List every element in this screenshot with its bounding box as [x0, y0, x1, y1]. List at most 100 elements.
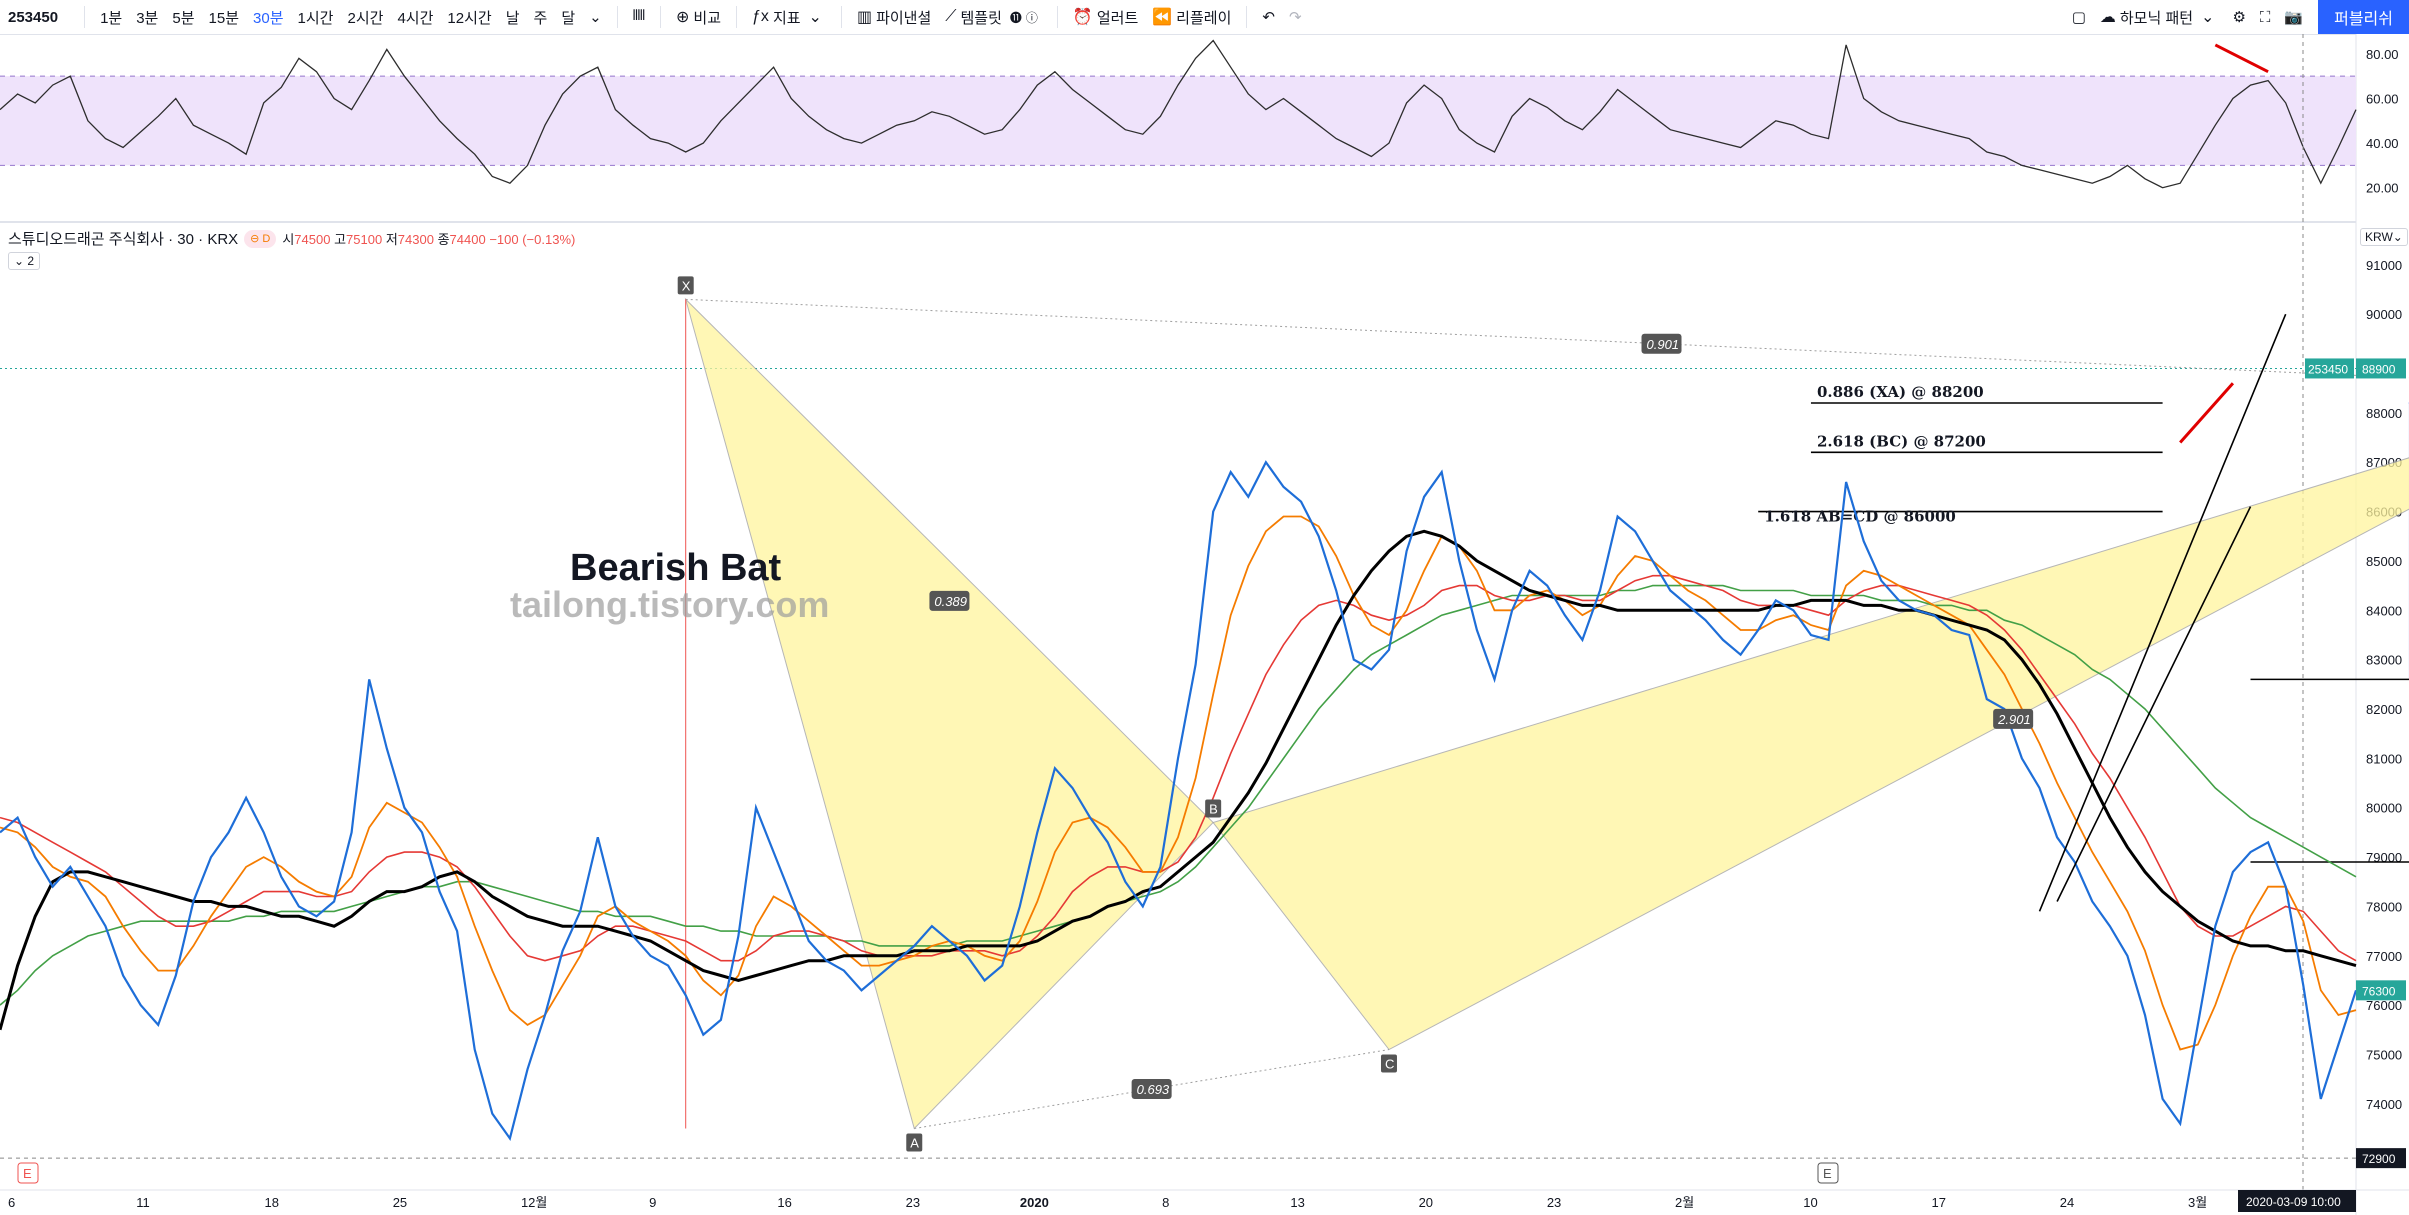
price-tick-label: 85000 — [2366, 554, 2402, 569]
indicators-button[interactable]: ƒx 지표 ⌄ — [745, 0, 833, 34]
pattern-point-badge — [1380, 1054, 1397, 1073]
high-label: 고 — [334, 232, 347, 247]
pattern-ratio-label: 0.901 — [1647, 337, 1680, 352]
change-value: −100 (−0.13%) — [489, 232, 576, 247]
publish-button[interactable]: 퍼블리쉬 — [2318, 0, 2409, 34]
tf-week[interactable]: 주 — [533, 9, 548, 27]
alert-label: 얼러트 — [1096, 9, 1139, 27]
data-badge[interactable]: ⊖ D — [244, 229, 277, 248]
template-badge-icon: ⓫ — [1009, 10, 1022, 25]
price-tick-label: 79000 — [2366, 850, 2402, 865]
symbol-search[interactable]: 253450 — [8, 8, 59, 26]
pine-button[interactable]: ▥ 파이낸셜 — [850, 0, 938, 34]
toolbar-divider — [660, 6, 662, 28]
last-price-tag: 88900 — [2362, 362, 2396, 376]
time-tick-label: 2020 — [1020, 1195, 1049, 1210]
currency-label: KRW — [2365, 230, 2393, 244]
currency-select[interactable]: KRW⌄ — [2360, 228, 2408, 246]
alert-button[interactable]: ⏰ 얼러트 — [1066, 0, 1145, 34]
price-tick-label: 74000 — [2366, 1097, 2402, 1112]
pattern-ratio-label: 0.693 — [1137, 1082, 1170, 1097]
camera-icon[interactable]: 📷 — [2284, 9, 2304, 26]
ohlc-values: 시74500 고75100 저74300 종74400 −100 (−0.13%… — [282, 229, 575, 248]
pattern-ratio-badge — [929, 590, 970, 611]
tf-30m[interactable]: 30분 — [253, 9, 284, 27]
tf-1h[interactable]: 1시간 — [297, 9, 334, 27]
harmonic-button[interactable]: ☁ 하모닉 패턴 ⌄ — [2093, 0, 2226, 34]
compare-button[interactable]: ⊕ 비교 — [669, 0, 728, 34]
pattern-point-badge — [906, 1133, 923, 1152]
toolbar-divider — [1056, 6, 1058, 28]
time-tick-label: 24 — [2060, 1195, 2074, 1210]
time-tick-label: 25 — [393, 1195, 407, 1210]
tf-12h[interactable]: 12시간 — [447, 9, 492, 27]
price-tick-label: 75000 — [2366, 1047, 2402, 1062]
pattern-point-label: B — [1209, 802, 1218, 817]
time-tick-label: 13 — [1290, 1195, 1304, 1210]
cursor-price-tag: 72900 — [2362, 1152, 2396, 1166]
tf-5m[interactable]: 5분 — [172, 9, 195, 27]
price-tick-label: 84000 — [2366, 603, 2402, 618]
time-tick-label: 23 — [1547, 1195, 1561, 1210]
square-icon[interactable]: ▢ — [2071, 9, 2086, 26]
price-tick-label: 88000 — [2366, 406, 2402, 421]
gear-icon[interactable]: ⚙ — [2232, 9, 2246, 26]
price-tick-label: 80000 — [2366, 801, 2402, 816]
replay-button[interactable]: ⏪ 리플레이 — [1145, 0, 1238, 34]
fullscreen-icon[interactable]: ⛶ — [2259, 8, 2271, 26]
trend-wedge-line — [2056, 506, 2252, 902]
price-axis-panel — [2356, 34, 2409, 1215]
rsi-tick-label: 40.00 — [2366, 136, 2399, 151]
chevron-down-icon: ⌄ — [808, 9, 822, 26]
tf-day[interactable]: 날 — [505, 9, 520, 27]
price-tick-label: 76000 — [2366, 998, 2402, 1013]
tf-month[interactable]: 달 — [561, 9, 576, 27]
tf-dropdown-icon[interactable]: ⌄ — [589, 9, 602, 26]
chevron-down-icon: ⌄ — [14, 254, 25, 268]
toolbar-right: ▢ ☁ 하모닉 패턴 ⌄ ⚙ ⛶ 📷 퍼블리쉬 — [2065, 0, 2409, 34]
pattern-point-label: A — [910, 1136, 919, 1151]
event-marker-label: E — [1823, 1166, 1832, 1181]
time-tick-label: 20 — [1419, 1195, 1433, 1210]
rsi-divergence-mark — [2214, 43, 2269, 74]
template-settings-icon: ⓘ — [1025, 10, 1038, 25]
tf-3m[interactable]: 3분 — [136, 9, 159, 27]
alarm-icon: ⏰ — [1072, 9, 1093, 26]
tf-4h[interactable]: 4시간 — [397, 9, 434, 27]
time-tick-label: 23 — [906, 1195, 920, 1210]
high-value: 75100 — [346, 232, 383, 247]
rsi-band — [0, 76, 2356, 166]
ma-line-3 — [0, 584, 2357, 1006]
time-tick-label: 2월 — [1675, 1195, 1694, 1210]
prz-level-label: 2.618 (BC) @ 87200 — [1817, 432, 1986, 450]
undo-icon[interactable]: ↶ — [1262, 9, 1275, 26]
toolbar-divider — [1246, 6, 1248, 28]
template-button[interactable]: ⟋ 템플릿 ⓫ ⓘ — [938, 0, 1049, 34]
time-tick-label: 17 — [1932, 1195, 1946, 1210]
pattern-xab-triangle — [684, 297, 1214, 1130]
plus-circle-icon: ⊕ — [676, 9, 690, 26]
redo-icon[interactable]: ↷ — [1288, 9, 1302, 26]
fx-icon: ƒx — [752, 8, 769, 25]
watermark: tailong.tistory.com — [510, 584, 829, 625]
tf-2h[interactable]: 2시간 — [347, 9, 384, 27]
price-tick-label: 83000 — [2366, 653, 2402, 668]
tf-1m[interactable]: 1분 — [100, 9, 123, 27]
price-divergence-mark — [2179, 382, 2235, 444]
indicator-collapse-button[interactable]: ⌄ 2 — [8, 252, 41, 270]
event-marker — [17, 1162, 39, 1184]
close-price-tag-bg — [2356, 980, 2406, 1001]
pattern-ratio-badge — [1993, 708, 2034, 729]
close-value: 74400 — [449, 232, 486, 247]
event-marker — [1817, 1162, 1839, 1184]
rewind-icon: ⏪ — [1152, 9, 1173, 26]
time-cursor-bg — [2238, 1190, 2356, 1212]
cloud-icon: ☁ — [2099, 9, 2116, 26]
ma-line-0 — [0, 460, 2358, 1141]
low-label: 저 — [385, 232, 398, 247]
toolbar-divider — [736, 6, 738, 28]
candle-type-icon[interactable]: 𝍭 — [632, 6, 646, 24]
tf-15m[interactable]: 15분 — [208, 9, 240, 27]
time-tick-label: 16 — [777, 1195, 791, 1210]
